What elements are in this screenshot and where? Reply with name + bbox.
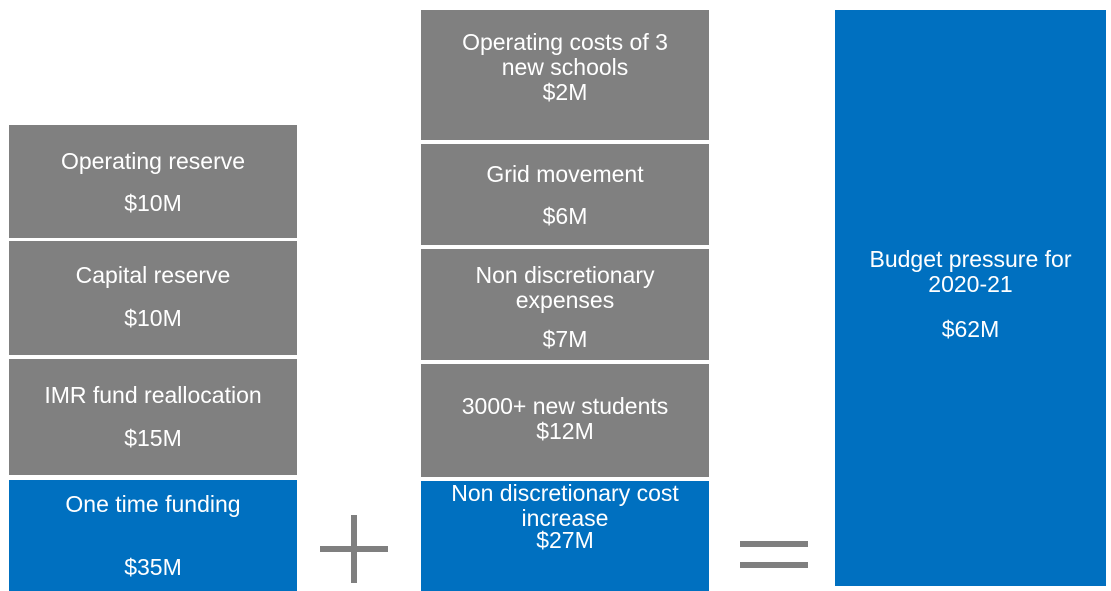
equals-bottom bbox=[740, 562, 808, 568]
box: Capital reserve $10M bbox=[9, 241, 297, 355]
box-label: One time funding bbox=[65, 491, 241, 517]
plus-v bbox=[351, 515, 357, 583]
box-label: new schools bbox=[501, 54, 629, 80]
box-amount: $62M bbox=[941, 316, 1000, 342]
equals-top bbox=[740, 541, 808, 547]
box: 3000+ new students $12M bbox=[421, 364, 709, 477]
box: Grid movement $6M bbox=[421, 144, 709, 245]
box-amount: $15M bbox=[124, 425, 182, 451]
box: Operating reserve $10M bbox=[9, 125, 297, 238]
box: Non discretionary expenses $7M bbox=[421, 249, 709, 360]
box-amount: $12M bbox=[536, 418, 594, 444]
box-amount: $35M bbox=[124, 554, 182, 580]
box: IMR fund reallocation $15M bbox=[9, 359, 297, 475]
box-amount: $10M bbox=[124, 190, 182, 216]
box-label: Operating costs of 3 bbox=[462, 29, 668, 55]
box-label: IMR fund reallocation bbox=[44, 382, 262, 408]
box-label: 2020-21 bbox=[928, 271, 1013, 297]
box-label: Non discretionary bbox=[475, 262, 655, 288]
box-amount: $6M bbox=[542, 203, 588, 229]
box: One time funding $35M bbox=[9, 480, 297, 591]
box: Budget pressure for 2020-21 $62M bbox=[835, 10, 1106, 586]
box-amount: $7M bbox=[542, 326, 588, 352]
box-label: expenses bbox=[515, 287, 615, 313]
box-label: Capital reserve bbox=[75, 262, 231, 288]
box-label: Grid movement bbox=[486, 161, 644, 187]
box-label: Non discretionary cost bbox=[451, 480, 679, 506]
box: Operating costs of 3 new schools $2M bbox=[421, 10, 709, 140]
box-label: 3000+ new students bbox=[461, 393, 669, 419]
box-label: Operating reserve bbox=[60, 148, 246, 174]
box-label: increase bbox=[521, 505, 609, 531]
box: Non discretionary cost increase $27M bbox=[421, 481, 709, 591]
box-label: Budget pressure for bbox=[869, 246, 1072, 272]
box-amount: $10M bbox=[124, 305, 182, 331]
box-amount: $27M bbox=[536, 527, 594, 553]
box-amount: $2M bbox=[542, 79, 588, 105]
